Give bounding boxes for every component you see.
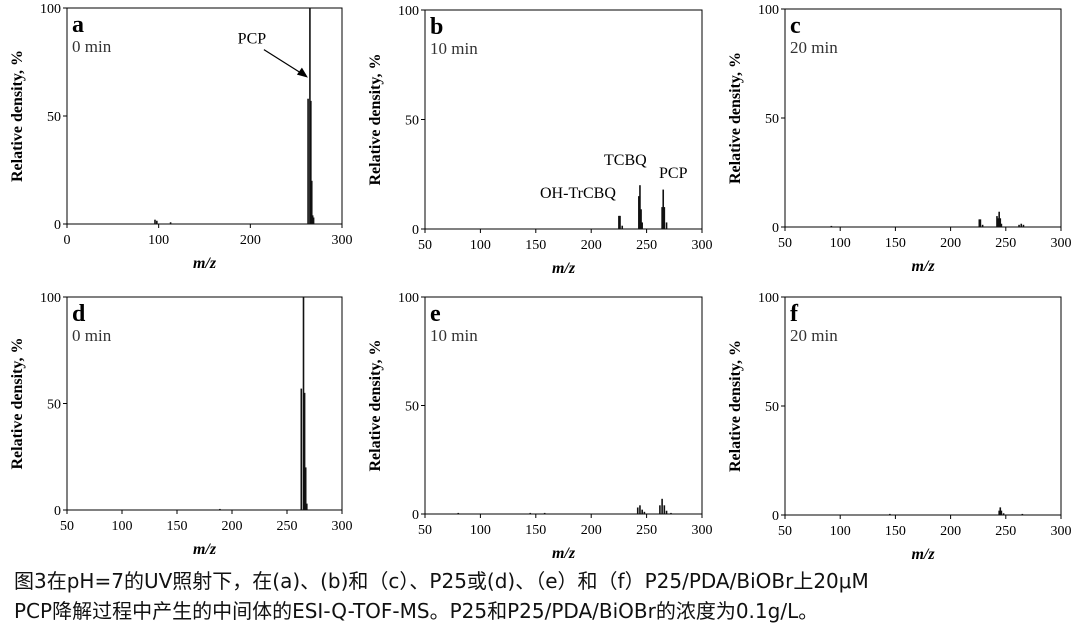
- x-axis-title: m/z: [552, 545, 576, 560]
- x-tick-label: 150: [885, 524, 906, 539]
- y-axis-title: Relative density, %: [367, 54, 384, 186]
- y-tick-label: 50: [765, 400, 779, 415]
- panel-letter: b: [430, 14, 443, 40]
- x-tick-label: 300: [1051, 524, 1072, 539]
- y-axis-title: Relative density, %: [727, 340, 744, 472]
- x-tick-label: 200: [222, 519, 243, 534]
- panel-letter: c: [790, 13, 801, 39]
- panel-letter: f: [790, 301, 799, 327]
- panel-time: 10 min: [430, 39, 478, 58]
- x-tick-label: 50: [60, 519, 74, 534]
- y-tick-label: 0: [412, 223, 419, 238]
- y-tick-label: 100: [398, 4, 419, 19]
- y-tick-label: 100: [398, 291, 419, 306]
- x-tick-label: 100: [148, 233, 169, 248]
- x-tick-label: 300: [332, 233, 353, 248]
- y-tick-label: 0: [54, 504, 61, 519]
- y-axis-title: Relative density, %: [9, 338, 26, 470]
- figure-caption: 图3在pH=7的UV照射下，在(a)、(b)和（c）、P25或(d)、（e）和（…: [14, 566, 1074, 626]
- y-tick-label: 50: [47, 398, 61, 413]
- y-tick-label: 100: [758, 291, 779, 306]
- x-tick-label: 250: [995, 524, 1016, 539]
- x-tick-label: 250: [636, 238, 657, 253]
- x-tick-label: 300: [332, 519, 353, 534]
- x-tick-label: 50: [778, 236, 792, 251]
- x-tick-label: 100: [830, 524, 851, 539]
- caption-line-1: 图3在pH=7的UV照射下，在(a)、(b)和（c）、P25或(d)、（e）和（…: [14, 569, 869, 593]
- y-tick-label: 0: [772, 221, 779, 236]
- y-tick-label: 100: [40, 2, 61, 17]
- x-tick-label: 200: [940, 524, 961, 539]
- x-tick-label: 150: [525, 238, 546, 253]
- x-tick-label: 50: [778, 524, 792, 539]
- x-tick-label: 250: [277, 519, 298, 534]
- y-tick-label: 100: [758, 3, 779, 18]
- x-axis-title: m/z: [193, 255, 217, 272]
- x-axis-title: m/z: [911, 258, 935, 275]
- x-tick-label: 100: [470, 523, 491, 538]
- x-tick-label: 200: [240, 233, 261, 248]
- x-tick-label: 150: [525, 523, 546, 538]
- y-tick-label: 0: [772, 509, 779, 524]
- x-tick-label: 100: [470, 238, 491, 253]
- x-axis-title: m/z: [552, 260, 576, 277]
- x-tick-label: 100: [112, 519, 133, 534]
- panel-time: 10 min: [430, 326, 478, 345]
- y-tick-label: 50: [47, 110, 61, 125]
- caption-line-2: PCP降解过程中产生的中间体的ESI-Q-TOF-MS。P25和P25/PDA/…: [14, 599, 819, 623]
- x-tick-label: 100: [830, 236, 851, 251]
- x-tick-label: 300: [692, 523, 713, 538]
- annotation-label: TCBQ: [604, 152, 647, 169]
- x-axis-title: m/z: [911, 546, 935, 560]
- x-tick-label: 300: [1051, 236, 1072, 251]
- y-axis-title: Relative density, %: [367, 340, 384, 472]
- panel-letter: e: [430, 301, 441, 327]
- x-axis-title: m/z: [193, 541, 217, 558]
- x-tick-label: 200: [581, 523, 602, 538]
- panel-time: 20 min: [790, 326, 838, 345]
- x-tick-label: 300: [692, 238, 713, 253]
- annotation-arrow: [263, 49, 303, 75]
- x-tick-label: 50: [418, 523, 432, 538]
- annotation-arrowhead: [296, 67, 308, 78]
- x-tick-label: 0: [64, 233, 71, 248]
- y-tick-label: 50: [765, 112, 779, 127]
- y-tick-label: 0: [412, 508, 419, 523]
- annotation-label: PCP: [659, 165, 688, 182]
- y-axis-title: Relative density, %: [727, 52, 744, 184]
- panel-a: 0 50 100 0 100 200 300 Relative density, % m/z a0…: [9, 2, 353, 272]
- x-tick-label: 200: [940, 236, 961, 251]
- x-tick-label: 150: [885, 236, 906, 251]
- panel-time: 0 min: [72, 326, 112, 345]
- annotation-label: OH-TrCBQ: [540, 185, 616, 202]
- x-tick-label: 150: [167, 519, 188, 534]
- panel-time: 20 min: [790, 38, 838, 57]
- panel-time: 0 min: [72, 37, 112, 56]
- y-tick-label: 0: [54, 218, 61, 233]
- annotation-label: PCP: [238, 31, 267, 48]
- panel-letter: a: [72, 12, 84, 38]
- x-tick-label: 250: [995, 236, 1016, 251]
- x-tick-label: 200: [581, 238, 602, 253]
- y-tick-label: 50: [405, 114, 419, 129]
- y-tick-label: 100: [40, 291, 61, 306]
- x-tick-label: 250: [636, 523, 657, 538]
- y-axis-title: Relative density, %: [9, 50, 26, 182]
- y-tick-label: 50: [405, 400, 419, 415]
- x-tick-label: 50: [418, 238, 432, 253]
- panel-letter: d: [72, 301, 86, 327]
